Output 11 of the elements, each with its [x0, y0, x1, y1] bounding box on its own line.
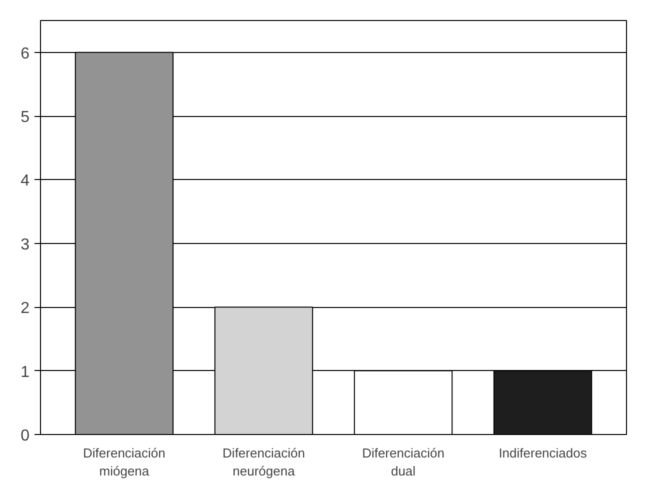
y-tick-label: 3	[20, 236, 30, 254]
x-tick-label: Diferenciación neurógena	[222, 446, 305, 478]
y-tick-label: 6	[20, 45, 30, 62]
y-tick-label: 5	[20, 109, 30, 126]
x-tick-label: Indiferenciados	[498, 446, 588, 460]
y-tick-label: 1	[20, 364, 30, 381]
y-tick-label: 0	[20, 428, 30, 444]
x-tick-label: Diferenciación dual	[362, 446, 444, 478]
y-tick-label: 4	[20, 172, 30, 190]
y-tick-label: 2	[20, 300, 30, 318]
x-tick-label: Diferenciación miógena	[83, 446, 166, 478]
